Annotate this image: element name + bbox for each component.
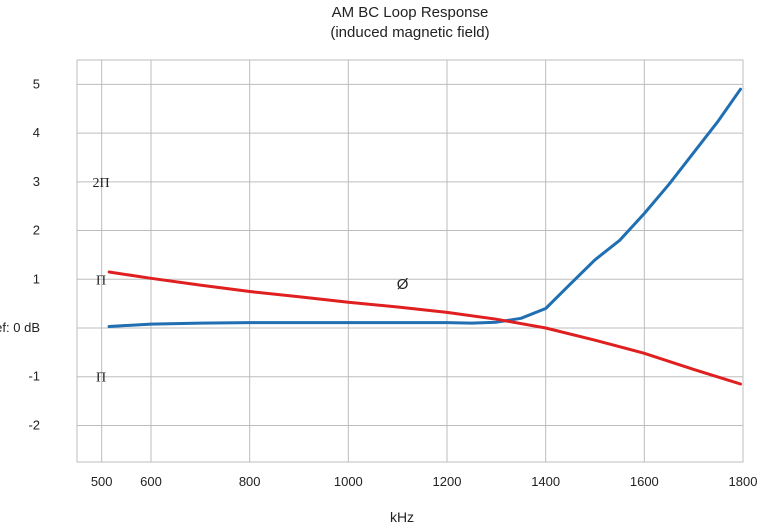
y-tick-label: 2 <box>33 223 40 238</box>
x-tick-label: 1800 <box>729 474 758 489</box>
phase-label: 2Π <box>92 176 109 191</box>
series-line-blue <box>107 87 742 328</box>
y-tick-label: 5 <box>33 76 40 91</box>
y-tick-label: -2 <box>28 417 40 432</box>
plot-frame <box>76 59 744 463</box>
x-axis-label: kHz <box>390 509 414 525</box>
phase-label: Π <box>96 371 106 386</box>
y-tick-label: -1 <box>28 369 40 384</box>
series-lines <box>107 87 742 386</box>
y-tick-label: 4 <box>33 125 40 140</box>
x-tick-label: 1000 <box>334 474 363 489</box>
phase-annotation: Ø <box>397 276 409 293</box>
x-tick-label: 1200 <box>433 474 462 489</box>
x-tick-label: 600 <box>140 474 162 489</box>
chart-subtitle: (induced magnetic field) <box>330 24 490 41</box>
y-tick-label: 3 <box>33 174 40 189</box>
x-tick-label: 1400 <box>531 474 560 489</box>
y-tick-label: 1 <box>33 271 40 286</box>
phase-label: Π <box>96 273 106 288</box>
chart-title: AM BC Loop Response <box>331 4 489 21</box>
x-tick-label: 1600 <box>630 474 659 489</box>
series-line-red <box>107 270 742 386</box>
y-tick-label: Ref: 0 dB <box>0 320 40 335</box>
phase-labels: 2Π Π Π Ø <box>92 176 408 386</box>
grid <box>76 59 744 463</box>
x-tick-label: 800 <box>239 474 261 489</box>
x-tick-label: 500 <box>91 474 113 489</box>
tick-labels: 500 600 800 1000 1200 1400 1600 1800 5 4 3 2 1 Ref: 0… <box>0 76 757 489</box>
